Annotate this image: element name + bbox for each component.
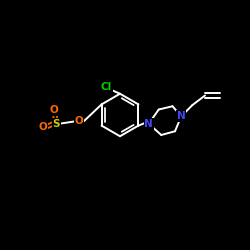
Text: O: O	[38, 122, 47, 132]
Text: N: N	[177, 111, 186, 121]
Text: S: S	[52, 119, 60, 129]
Text: Cl: Cl	[100, 82, 112, 92]
Text: O: O	[74, 116, 83, 126]
Text: N: N	[144, 119, 153, 129]
Text: O: O	[50, 105, 58, 115]
